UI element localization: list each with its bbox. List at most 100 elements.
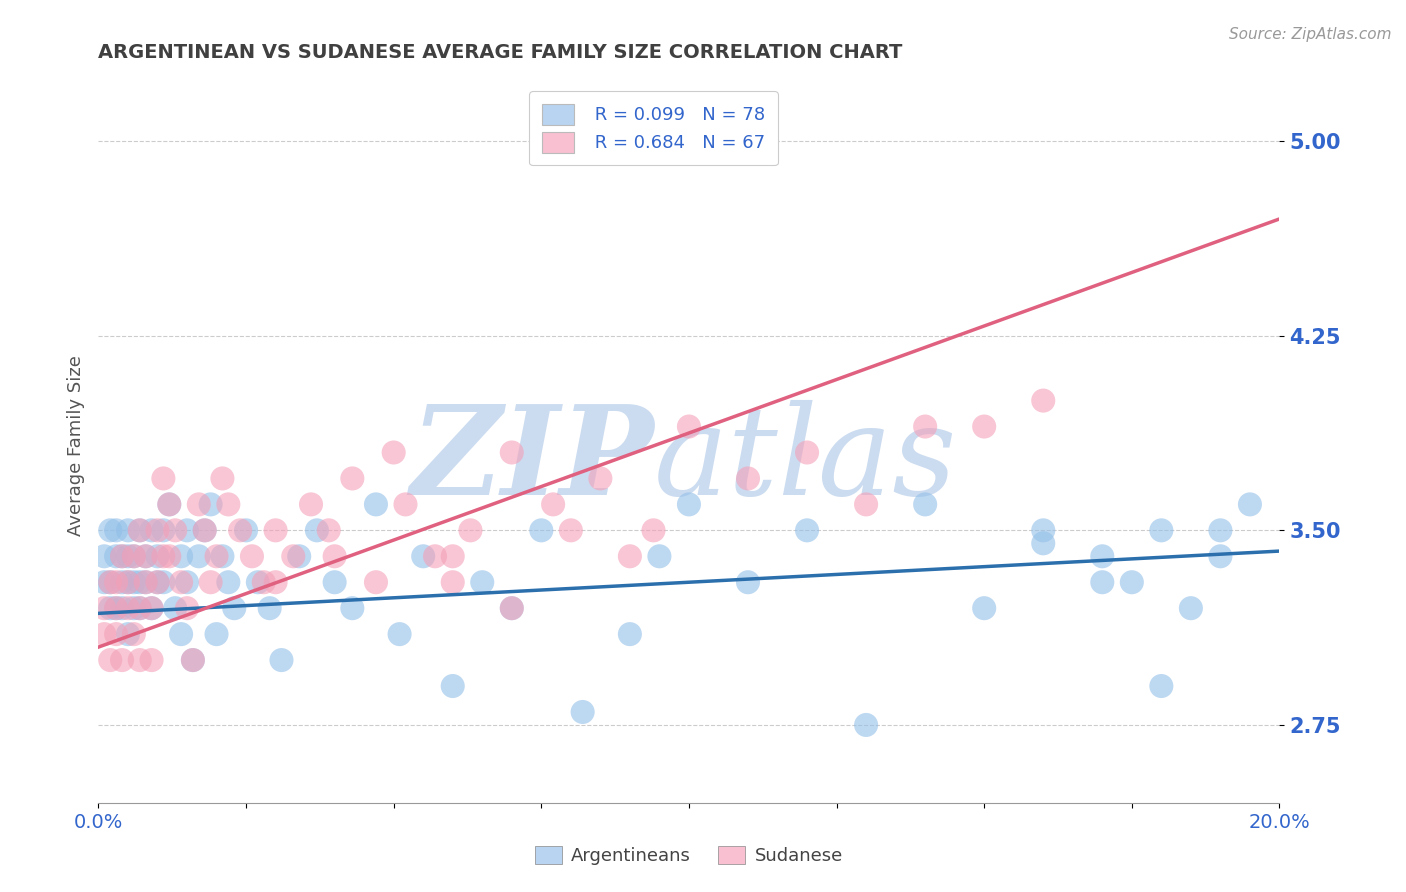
Point — [1032, 536, 1054, 550]
Point — [170, 627, 193, 641]
Point — [264, 524, 287, 538]
Point — [619, 549, 641, 564]
Point — [211, 471, 233, 485]
Point — [141, 524, 163, 538]
Point — [117, 601, 139, 615]
Text: Source: ZipAtlas.com: Source: ZipAtlas.com — [1229, 27, 1392, 42]
Point — [1150, 524, 1173, 538]
Point — [737, 575, 759, 590]
Point — [973, 419, 995, 434]
Point — [1032, 524, 1054, 538]
Point — [105, 601, 128, 615]
Point — [288, 549, 311, 564]
Point — [796, 524, 818, 538]
Point — [1150, 679, 1173, 693]
Point — [737, 471, 759, 485]
Point — [135, 549, 157, 564]
Point — [364, 497, 387, 511]
Point — [678, 497, 700, 511]
Point — [117, 575, 139, 590]
Point — [146, 549, 169, 564]
Point — [441, 549, 464, 564]
Point — [122, 549, 145, 564]
Point — [1091, 575, 1114, 590]
Point — [128, 601, 150, 615]
Point — [135, 549, 157, 564]
Point — [259, 601, 281, 615]
Text: ARGENTINEAN VS SUDANESE AVERAGE FAMILY SIZE CORRELATION CHART: ARGENTINEAN VS SUDANESE AVERAGE FAMILY S… — [98, 44, 903, 62]
Point — [98, 575, 121, 590]
Point — [229, 524, 252, 538]
Point — [678, 419, 700, 434]
Point — [165, 524, 187, 538]
Point — [93, 601, 115, 615]
Point — [98, 653, 121, 667]
Point — [111, 549, 134, 564]
Point — [146, 575, 169, 590]
Point — [342, 471, 364, 485]
Point — [914, 497, 936, 511]
Point — [194, 524, 217, 538]
Point — [141, 653, 163, 667]
Point — [194, 524, 217, 538]
Text: atlas: atlas — [654, 400, 957, 521]
Text: ZIP: ZIP — [409, 400, 654, 521]
Point — [855, 718, 877, 732]
Point — [246, 575, 269, 590]
Point — [111, 575, 134, 590]
Point — [619, 627, 641, 641]
Point — [176, 601, 198, 615]
Point — [264, 575, 287, 590]
Point — [299, 497, 322, 511]
Point — [501, 601, 523, 615]
Point — [135, 575, 157, 590]
Point — [122, 601, 145, 615]
Point — [93, 549, 115, 564]
Point — [1209, 524, 1232, 538]
Point — [93, 627, 115, 641]
Point — [240, 549, 263, 564]
Point — [643, 524, 665, 538]
Point — [176, 575, 198, 590]
Point — [128, 524, 150, 538]
Point — [460, 524, 482, 538]
Point — [105, 549, 128, 564]
Point — [1239, 497, 1261, 511]
Point — [648, 549, 671, 564]
Point — [98, 575, 121, 590]
Point — [323, 575, 346, 590]
Point — [105, 524, 128, 538]
Point — [152, 575, 174, 590]
Point — [973, 601, 995, 615]
Point — [796, 445, 818, 459]
Point — [541, 497, 564, 511]
Point — [128, 601, 150, 615]
Point — [1091, 549, 1114, 564]
Point — [217, 497, 239, 511]
Point — [914, 419, 936, 434]
Point — [111, 549, 134, 564]
Point — [122, 549, 145, 564]
Point — [111, 601, 134, 615]
Point — [571, 705, 593, 719]
Point — [170, 549, 193, 564]
Point — [157, 497, 180, 511]
Point — [122, 627, 145, 641]
Point — [146, 524, 169, 538]
Point — [217, 575, 239, 590]
Point — [117, 627, 139, 641]
Point — [117, 549, 139, 564]
Point — [176, 524, 198, 538]
Point — [93, 575, 115, 590]
Point — [364, 575, 387, 590]
Point — [146, 575, 169, 590]
Point — [1121, 575, 1143, 590]
Point — [181, 653, 204, 667]
Point — [501, 601, 523, 615]
Point — [170, 575, 193, 590]
Point — [412, 549, 434, 564]
Point — [165, 601, 187, 615]
Point — [157, 497, 180, 511]
Point — [152, 524, 174, 538]
Point — [394, 497, 416, 511]
